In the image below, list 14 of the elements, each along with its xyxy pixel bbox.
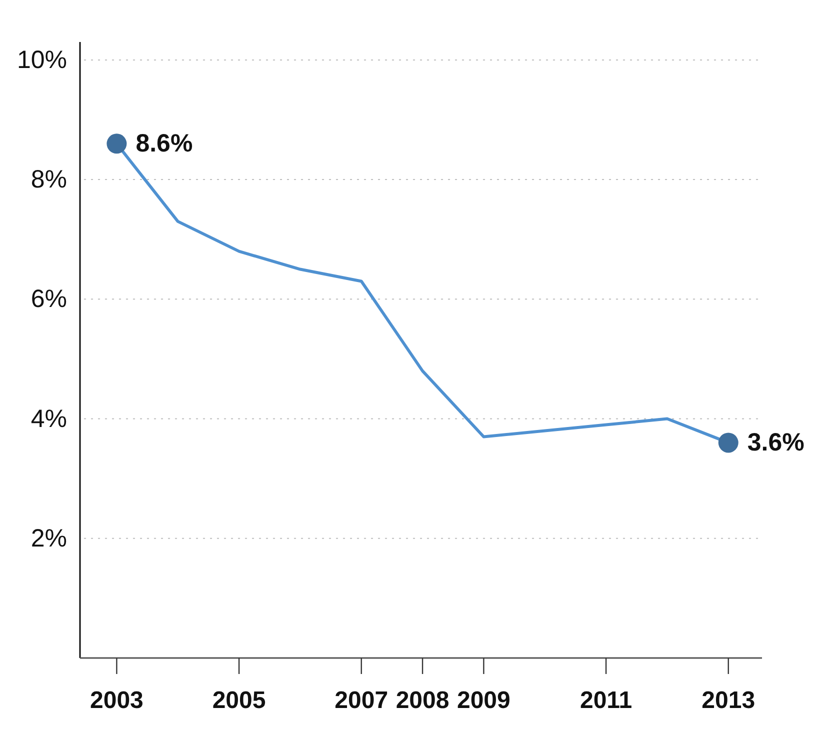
x-tick-label: 2003 xyxy=(90,686,144,714)
data-label: 3.6% xyxy=(747,428,804,457)
data-label: 8.6% xyxy=(136,130,193,158)
x-tick-label: 2013 xyxy=(702,686,756,714)
y-tick-label: 2% xyxy=(30,524,67,552)
y-tick-label: 6% xyxy=(30,285,67,314)
x-tick-label: 2009 xyxy=(457,686,510,714)
x-tick-label: 2007 xyxy=(334,686,388,714)
x-tick-label: 2008 xyxy=(396,686,450,714)
y-tick-label: 4% xyxy=(30,404,67,433)
x-tick-label: 2005 xyxy=(212,686,266,714)
y-tick-label: 10% xyxy=(16,46,67,74)
x-tick-label: 2011 xyxy=(580,686,632,714)
y-tick-label: 8% xyxy=(30,166,67,194)
